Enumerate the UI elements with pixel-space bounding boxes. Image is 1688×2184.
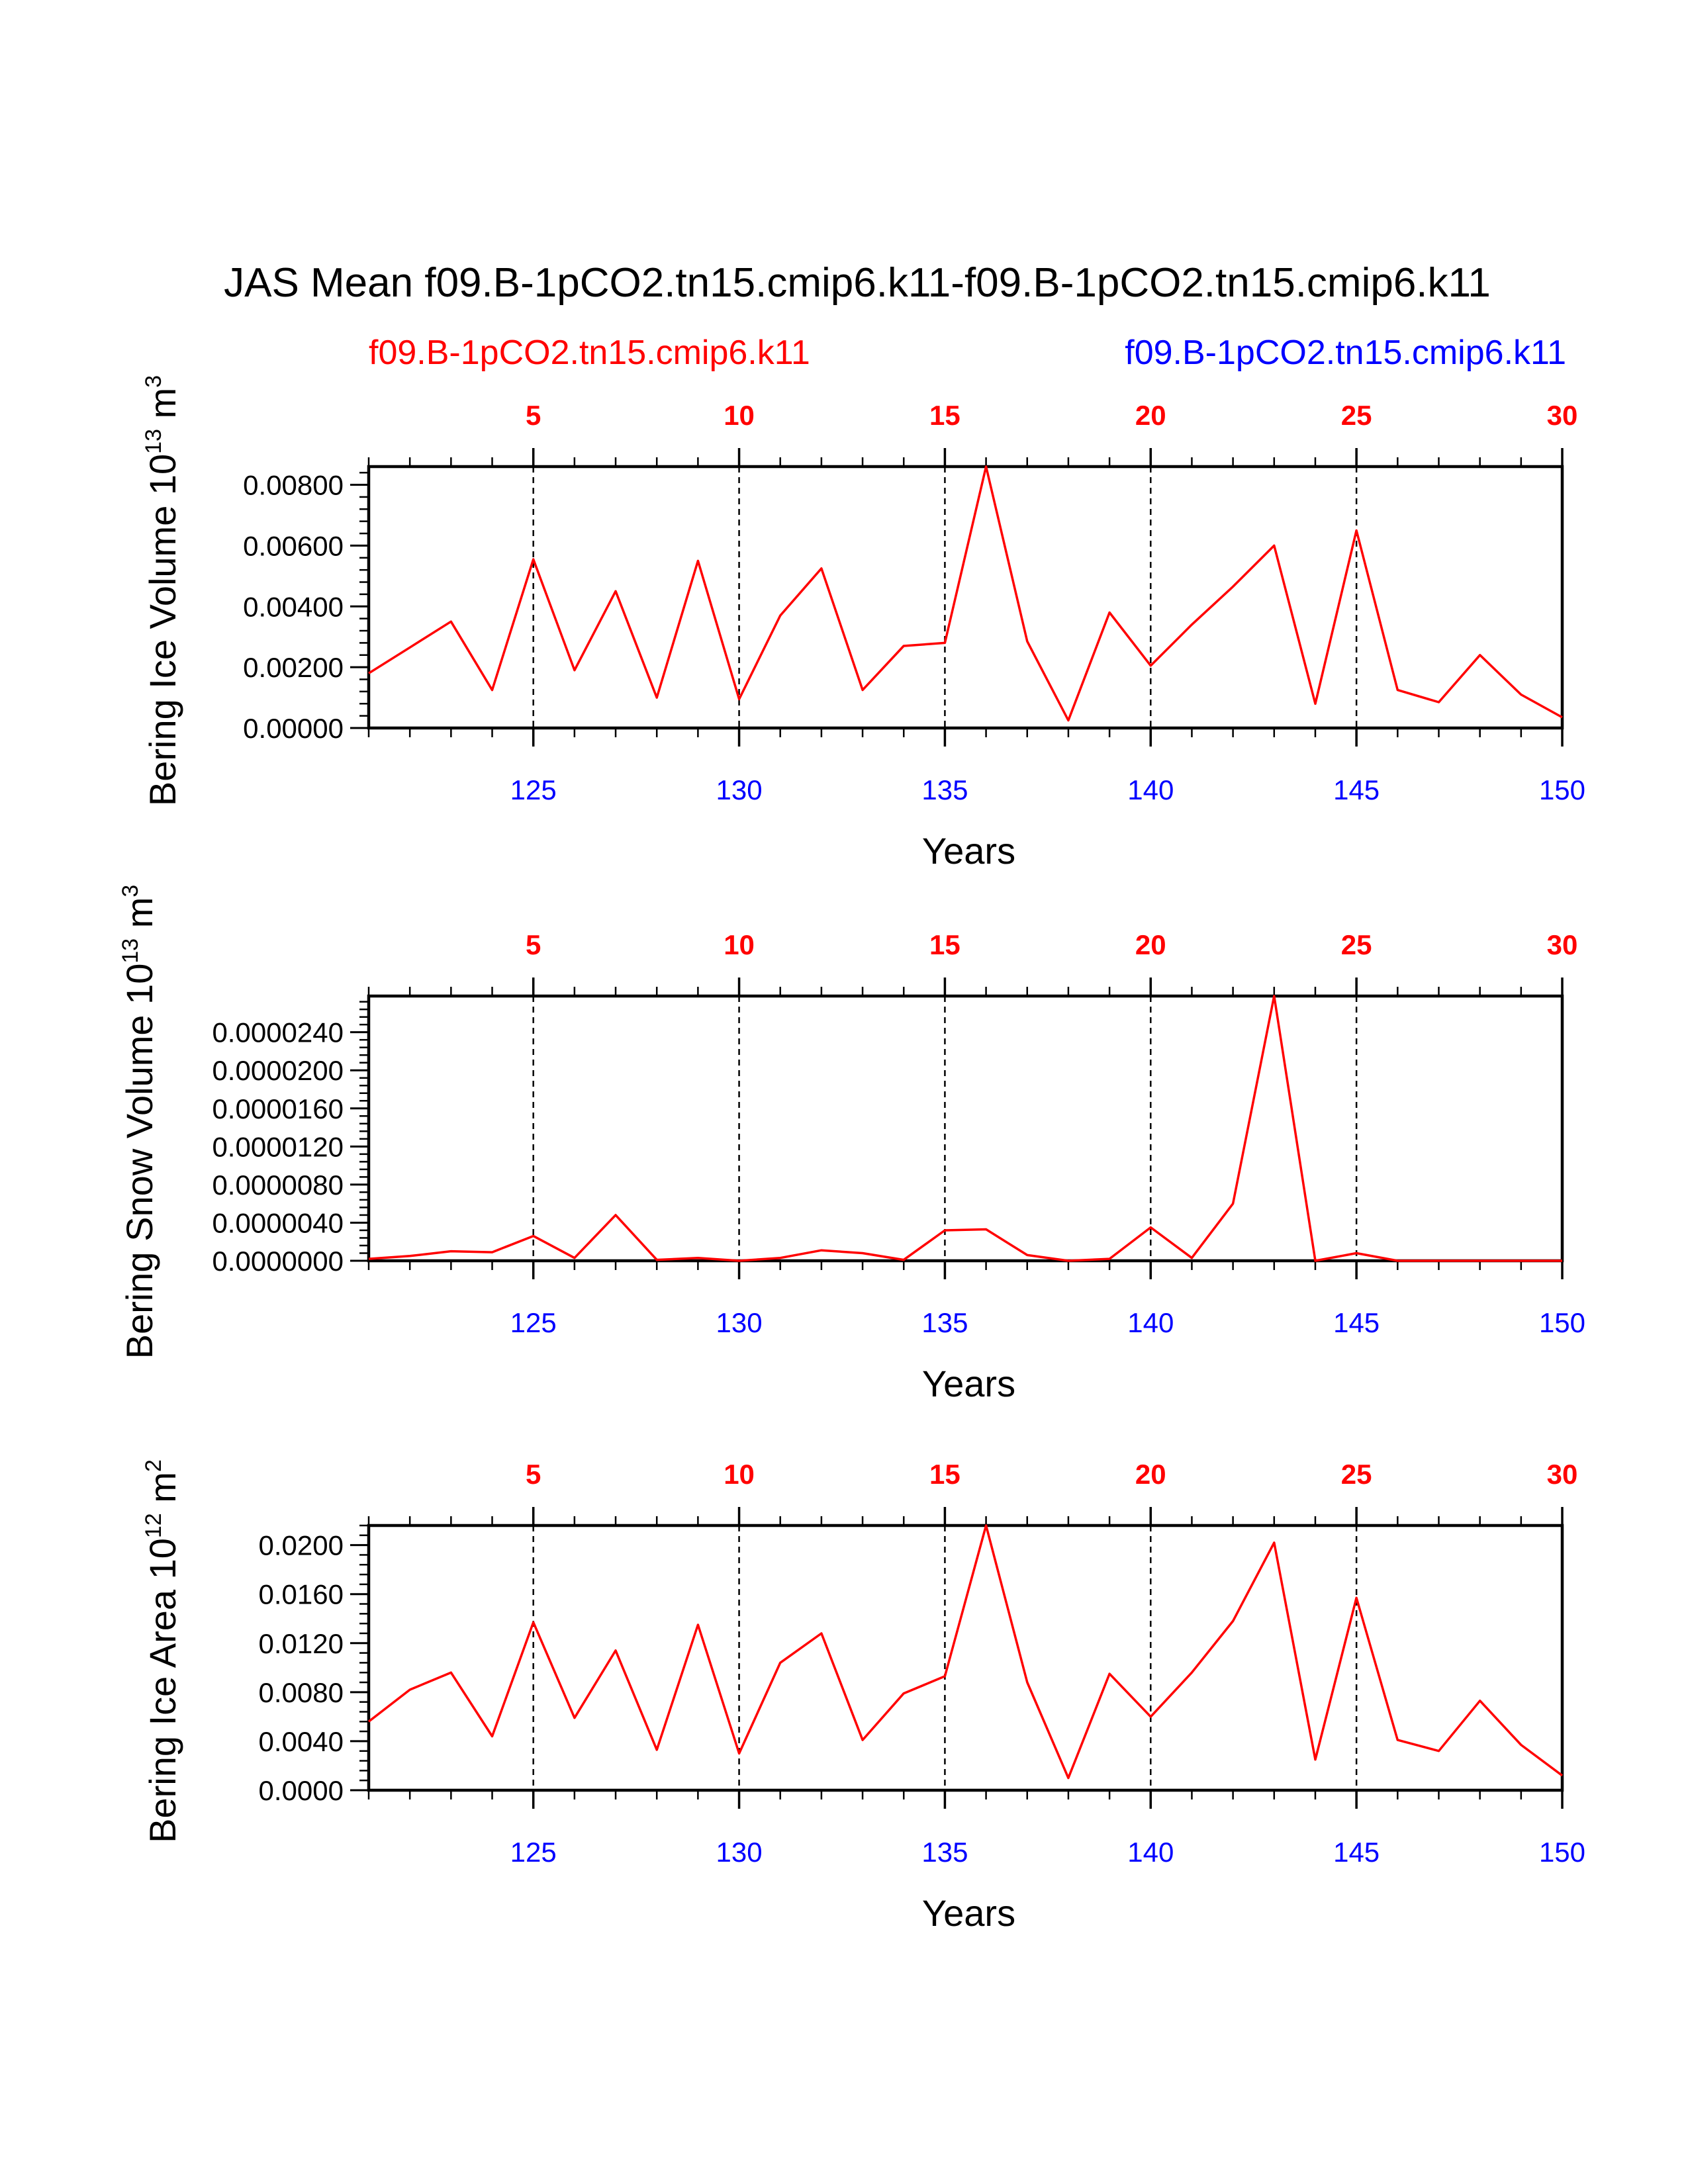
x-tick-label-top: 25 bbox=[1341, 929, 1372, 960]
y-tick-label: 0.0000 bbox=[259, 1775, 344, 1806]
y-axis-label: Bering Ice Volume 1013 m3 bbox=[141, 375, 183, 806]
chart-panel-2: 0.0000000 0.0000040 0.0000080 0.0000120 0.00… bbox=[118, 885, 1585, 1404]
x-tick-label-bottom: 125 bbox=[510, 1307, 557, 1338]
x-tick-label-top: 25 bbox=[1341, 1459, 1372, 1490]
x-tick-label-top: 15 bbox=[929, 929, 961, 960]
x-tick-label-bottom: 145 bbox=[1333, 1307, 1380, 1338]
x-tick-label-bottom: 150 bbox=[1539, 1307, 1585, 1338]
series-line bbox=[368, 995, 1562, 1262]
x-tick-label-top: 10 bbox=[724, 929, 755, 960]
y-tick-label: 0.0000240 bbox=[212, 1017, 344, 1048]
plot-frame bbox=[367, 994, 1564, 1263]
x-tick-label-bottom: 135 bbox=[921, 1837, 968, 1868]
x-tick-label-bottom: 125 bbox=[510, 1837, 557, 1868]
x-tick-label-bottom: 130 bbox=[716, 774, 763, 805]
y-tick-label: 0.0200 bbox=[259, 1530, 344, 1561]
y-tick-label: 0.00200 bbox=[243, 652, 344, 683]
x-tick-label-top: 25 bbox=[1341, 400, 1372, 431]
plot-frame bbox=[367, 465, 1564, 730]
x-tick-label-top: 15 bbox=[929, 400, 961, 431]
x-axis-label: Years bbox=[922, 1363, 1015, 1404]
y-tick-label: 0.0000080 bbox=[212, 1169, 344, 1201]
y-tick-label: 0.0000200 bbox=[212, 1055, 344, 1086]
y-tick-label: 0.0080 bbox=[259, 1677, 344, 1708]
x-tick-label-top: 5 bbox=[526, 400, 541, 431]
x-tick-label-bottom: 150 bbox=[1539, 774, 1585, 805]
y-tick-label: 0.00000 bbox=[243, 713, 344, 744]
x-tick-label-bottom: 135 bbox=[921, 774, 968, 805]
y-tick-label: 0.00800 bbox=[243, 470, 344, 501]
subtitle-left: f09.B-1pCO2.tn15.cmip6.k11 bbox=[369, 334, 810, 372]
y-tick-label: 0.0000160 bbox=[212, 1093, 344, 1124]
chart-panel-1: 0.00000 0.00200 0.00400 0.00600 0.00800 125 5 1… bbox=[141, 375, 1585, 872]
x-tick-label-bottom: 145 bbox=[1333, 774, 1380, 805]
x-tick-label-bottom: 150 bbox=[1539, 1837, 1585, 1868]
x-tick-label-bottom: 140 bbox=[1127, 1307, 1174, 1338]
chart-panels: 0.00000 0.00200 0.00400 0.00600 0.00800 125 5 1… bbox=[118, 375, 1585, 1934]
chart-panel-3: 0.0000 0.0040 0.0080 0.0120 0.0160 0.0200 125 5… bbox=[141, 1459, 1585, 1934]
y-tick-label: 0.00400 bbox=[243, 591, 344, 622]
x-tick-label-bottom: 145 bbox=[1333, 1837, 1380, 1868]
x-tick-label-bottom: 130 bbox=[716, 1307, 763, 1338]
y-tick-label: 0.00600 bbox=[243, 530, 344, 561]
x-tick-label-bottom: 140 bbox=[1127, 1837, 1174, 1868]
x-tick-label-top: 20 bbox=[1135, 929, 1166, 960]
x-tick-label-bottom: 125 bbox=[510, 774, 557, 805]
x-axis-label: Years bbox=[922, 830, 1015, 872]
x-tick-label-top: 10 bbox=[724, 400, 755, 431]
x-tick-label-top: 5 bbox=[526, 929, 541, 960]
x-tick-label-top: 30 bbox=[1547, 1459, 1578, 1490]
y-tick-label: 0.0000040 bbox=[212, 1207, 344, 1238]
x-tick-label-top: 20 bbox=[1135, 1459, 1166, 1490]
x-tick-label-bottom: 130 bbox=[716, 1837, 763, 1868]
x-tick-label-top: 30 bbox=[1547, 400, 1578, 431]
y-tick-label: 0.0000000 bbox=[212, 1246, 344, 1277]
x-tick-label-bottom: 140 bbox=[1127, 774, 1174, 805]
plot-frame bbox=[367, 1524, 1564, 1792]
y-axis-label: Bering Ice Area 1012 m2 bbox=[141, 1459, 183, 1843]
x-tick-label-top: 15 bbox=[929, 1459, 961, 1490]
x-axis-label: Years bbox=[922, 1892, 1015, 1934]
x-tick-label-bottom: 135 bbox=[921, 1307, 968, 1338]
y-tick-label: 0.0040 bbox=[259, 1726, 344, 1757]
x-tick-label-top: 10 bbox=[724, 1459, 755, 1490]
y-tick-label: 0.0160 bbox=[259, 1579, 344, 1610]
y-axis-label: Bering Snow Volume 1013 m3 bbox=[118, 885, 160, 1359]
x-tick-label-top: 20 bbox=[1135, 400, 1166, 431]
y-tick-label: 0.0120 bbox=[259, 1628, 344, 1659]
x-tick-label-top: 5 bbox=[526, 1459, 541, 1490]
x-tick-label-top: 30 bbox=[1547, 929, 1578, 960]
subtitle-right: f09.B-1pCO2.tn15.cmip6.k11 bbox=[1125, 334, 1566, 372]
series-line bbox=[367, 1524, 1564, 1780]
y-tick-label: 0.0000120 bbox=[212, 1131, 344, 1162]
series-line bbox=[368, 465, 1563, 722]
figure-title: JAS Mean f09.B-1pCO2.tn15.cmip6.k11-f09.… bbox=[224, 260, 1491, 306]
